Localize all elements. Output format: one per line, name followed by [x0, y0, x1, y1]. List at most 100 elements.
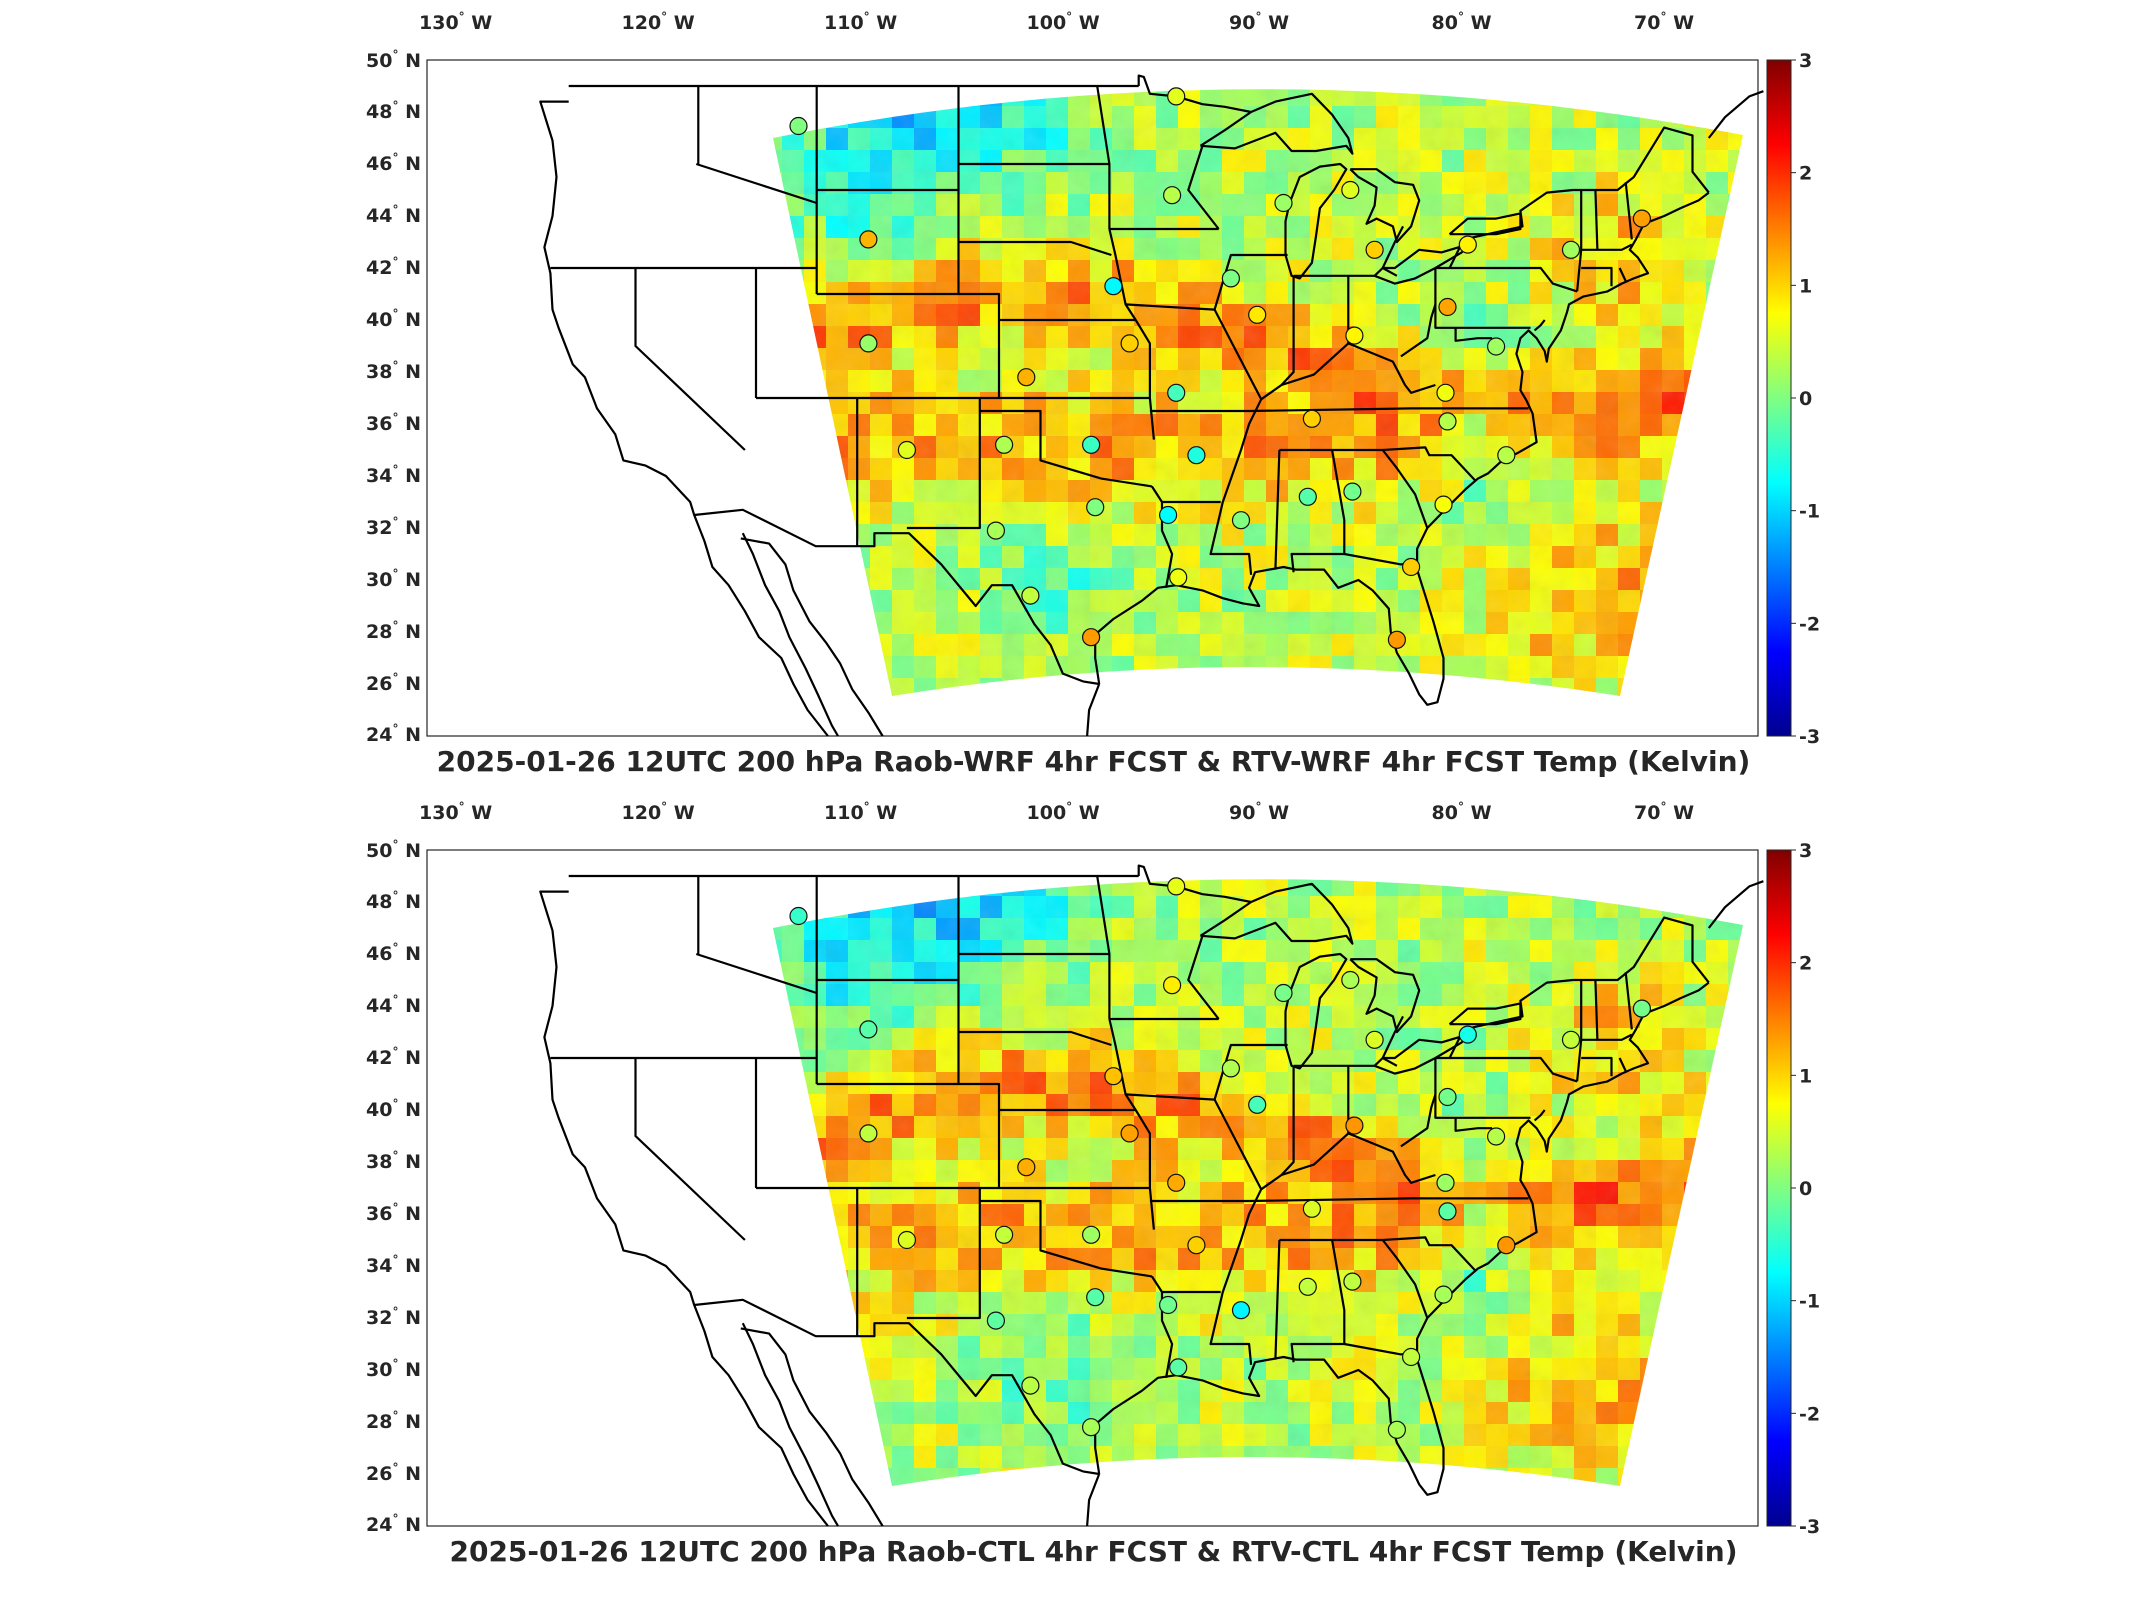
- state-boundary: [1573, 916, 1710, 984]
- longitude-tick-label: 90° W: [1229, 10, 1289, 34]
- field-cell: [1640, 830, 1663, 853]
- raob-station-marker: [1345, 326, 1364, 345]
- field-cell: [1464, 830, 1487, 853]
- map-figure: 130° W 120° W 110° W 100° W 90° W 80° W 70° W 5…: [366, 10, 1820, 748]
- field-cell: [1112, 40, 1135, 63]
- state-boundary: [979, 1199, 1153, 1278]
- map-panel-top: 130° W 120° W 110° W 100° W 90° W 80° W 70° W 5…: [366, 10, 1820, 778]
- state-boundary: [957, 876, 1001, 1188]
- raob-station-marker: [1162, 976, 1182, 995]
- colorbar: 3 2 1 0 -1 -2 -3: [1766, 50, 1820, 748]
- field-cell: [826, 830, 849, 853]
- latitude-tick-label: 40° N: [366, 307, 421, 331]
- coastline: [741, 532, 839, 737]
- field-cell: [1486, 40, 1509, 63]
- coastline: [741, 1322, 839, 1527]
- raob-station-marker: [1365, 240, 1384, 259]
- raob-station-marker: [1486, 337, 1506, 356]
- latitude-tick-label: 44° N: [366, 993, 421, 1017]
- raob-station-marker: [1021, 586, 1040, 605]
- field-cell: [1024, 830, 1047, 853]
- field-cell: [1618, 830, 1641, 853]
- state-boundary: [1581, 1033, 1633, 1041]
- raob-station-marker: [1298, 1277, 1317, 1296]
- raob-station-marker: [1167, 877, 1186, 896]
- field-cell: [1200, 830, 1223, 853]
- raob-station-marker: [1365, 1030, 1384, 1049]
- state-boundary: [1381, 1239, 1429, 1319]
- raob-station-marker: [1187, 1236, 1206, 1255]
- field-cell: [936, 830, 959, 853]
- coastline: [740, 1327, 884, 1527]
- state-boundary: [634, 1058, 746, 1241]
- raob-station-marker: [1438, 1202, 1457, 1221]
- latitude-tick-label: 34° N: [366, 463, 421, 487]
- raob-station-marker: [1017, 1158, 1036, 1177]
- state-boundary: [1533, 1109, 1546, 1122]
- latitude-tick-label: 34° N: [366, 1253, 421, 1277]
- state-boundary: [1381, 1015, 1404, 1067]
- longitude-tick-label: 70° W: [1634, 800, 1694, 824]
- colorbar-tick-label: 0: [1799, 1178, 1812, 1200]
- state-boundary: [1533, 319, 1546, 332]
- state-boundary: [1187, 145, 1220, 230]
- raob-station-marker: [1298, 487, 1317, 506]
- state-boundary: [695, 952, 818, 995]
- field-cell: [1728, 40, 1751, 63]
- field-cell: [1090, 830, 1113, 853]
- raob-station-marker: [1017, 368, 1036, 387]
- longitude-tick-label: 110° W: [824, 10, 897, 34]
- map-panel-bottom: 130° W 120° W 110° W 100° W 90° W 80° W 70° W 5…: [0, 790, 2133, 1590]
- field-cell: [1530, 40, 1553, 63]
- field-cell: [1354, 40, 1377, 63]
- field-cell: [1552, 830, 1575, 853]
- latitude-tick-label: 30° N: [366, 567, 421, 591]
- field-cell: [804, 830, 827, 853]
- raob-station-marker: [1086, 1288, 1105, 1307]
- state-boundary: [1434, 268, 1531, 329]
- coastline: [539, 100, 829, 737]
- state-boundary: [906, 1188, 981, 1320]
- latitude-tick-label: 26° N: [366, 671, 421, 695]
- field-cell: [1046, 830, 1069, 853]
- state-boundary: [1096, 875, 1111, 1019]
- field-cell: [1068, 40, 1091, 63]
- longitude-tick-label: 80° W: [1432, 10, 1492, 34]
- raob-station-marker: [1081, 628, 1101, 647]
- field-cell: [1508, 830, 1531, 853]
- state-boundary: [1150, 1275, 1221, 1294]
- raob-station-marker: [1438, 297, 1457, 317]
- longitude-tick-label: 70° W: [1634, 10, 1694, 34]
- field-cell: [1288, 40, 1311, 63]
- raob-station-marker: [1187, 446, 1206, 465]
- field-cell: [870, 830, 893, 853]
- field-cell: [760, 830, 783, 853]
- state-boundary: [1594, 189, 1599, 250]
- raob-station-marker: [1434, 1285, 1453, 1304]
- raob-station-marker: [1486, 1127, 1506, 1146]
- field-cell: [1156, 830, 1179, 853]
- state-boundary: [1435, 1056, 1578, 1083]
- colorbar-tick-label: 1: [1799, 275, 1812, 297]
- raob-station-marker: [859, 334, 878, 353]
- state-boundary: [1594, 979, 1599, 1040]
- raob-station-marker: [1438, 1087, 1457, 1107]
- state-boundary: [1581, 1056, 1613, 1077]
- raob-station-marker: [1169, 1358, 1188, 1377]
- latitude-tick-label: 28° N: [366, 619, 421, 643]
- state-boundary: [1581, 266, 1613, 287]
- state-boundary: [1435, 266, 1578, 293]
- state-boundary: [979, 409, 1153, 488]
- map-outlines: [539, 74, 1764, 737]
- field-cell: [1090, 40, 1113, 63]
- map-axes: 130° W 120° W 110° W 100° W 90° W 80° W 70° W 5…: [366, 10, 1764, 746]
- latitude-tick-label: 46° N: [366, 151, 421, 175]
- raob-station-marker: [1248, 305, 1267, 324]
- raob-station-marker: [859, 230, 878, 249]
- field-cell: [1508, 40, 1531, 63]
- raob-stations: [789, 877, 1652, 1439]
- raob-station-marker: [1120, 1124, 1139, 1143]
- great-lake-shore: [1349, 958, 1421, 1034]
- state-boundary: [1274, 449, 1281, 570]
- state-boundary: [1400, 304, 1437, 358]
